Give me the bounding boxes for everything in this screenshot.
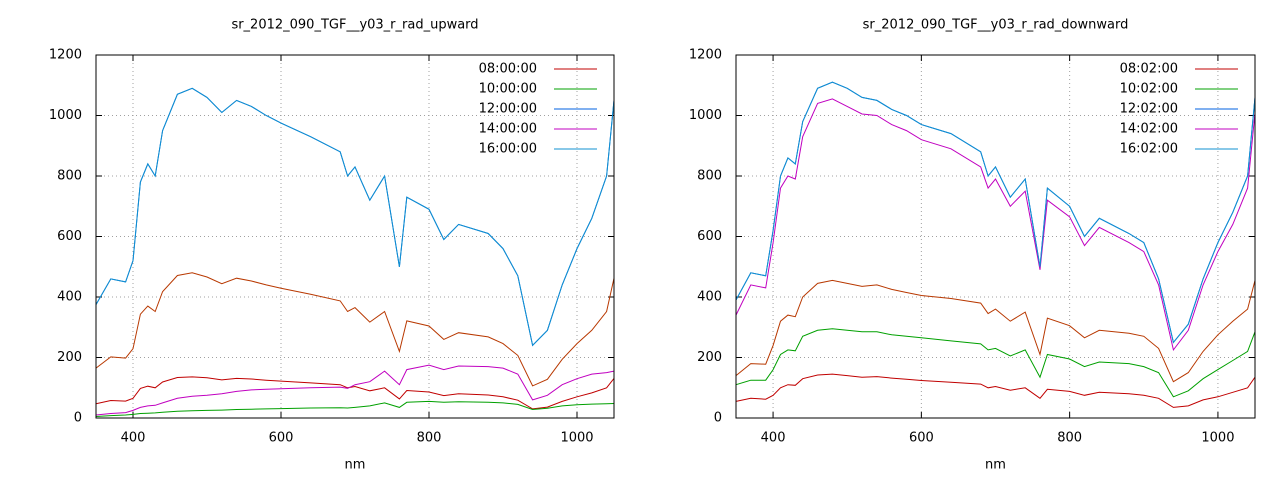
plot-frame <box>735 54 1256 419</box>
data-line <box>95 376 615 410</box>
legend-label: 10:00:00 <box>479 82 537 97</box>
y-tick-label: 400 <box>697 290 722 305</box>
y-tick-label: 0 <box>74 411 82 426</box>
data-line <box>95 364 615 416</box>
legend-label: 08:00:00 <box>479 62 537 77</box>
legend-label: 12:00:00 <box>479 102 537 117</box>
data-line <box>735 328 1256 398</box>
data-line <box>735 373 1256 408</box>
legend-label: 08:02:00 <box>1120 62 1178 77</box>
y-tick-label: 200 <box>57 350 82 365</box>
x-tick-label: 800 <box>417 431 442 446</box>
data-line <box>735 81 1256 344</box>
data-line <box>95 272 615 387</box>
x-tick-label: 1000 <box>560 431 593 446</box>
data-line <box>735 279 1256 383</box>
plot-frame <box>95 54 615 419</box>
chart-title: sr_2012_090_TGF__y03_r_rad_downward <box>863 18 1129 33</box>
y-tick-label: 1200 <box>689 48 722 63</box>
legend-label: 14:02:00 <box>1120 122 1178 137</box>
x-axis-label: nm <box>985 458 1006 473</box>
legend-label: 16:02:00 <box>1120 142 1178 157</box>
data-line <box>95 87 615 347</box>
data-line <box>735 98 1256 352</box>
x-tick-label: 400 <box>761 431 786 446</box>
y-tick-label: 600 <box>697 229 722 244</box>
y-tick-label: 600 <box>57 229 82 244</box>
x-tick-label: 800 <box>1057 431 1082 446</box>
legend-label: 10:02:00 <box>1120 82 1178 97</box>
legend-label: 12:02:00 <box>1120 102 1178 117</box>
legend-label: 14:00:00 <box>479 122 537 137</box>
x-axis-label: nm <box>345 458 366 473</box>
x-tick-label: 600 <box>909 431 934 446</box>
x-tick-label: 400 <box>121 431 146 446</box>
x-tick-label: 600 <box>269 431 294 446</box>
y-tick-label: 1000 <box>49 108 82 123</box>
legend-label: 16:00:00 <box>479 142 537 157</box>
y-tick-label: 400 <box>57 290 82 305</box>
y-tick-label: 800 <box>57 169 82 184</box>
y-tick-label: 1000 <box>689 108 722 123</box>
y-tick-label: 0 <box>714 411 722 426</box>
data-line <box>95 400 615 417</box>
chart-title: sr_2012_090_TGF__y03_r_rad_upward <box>231 18 478 33</box>
x-tick-label: 1000 <box>1201 431 1234 446</box>
y-tick-label: 800 <box>697 169 722 184</box>
y-tick-label: 200 <box>697 350 722 365</box>
y-tick-label: 1200 <box>49 48 82 63</box>
